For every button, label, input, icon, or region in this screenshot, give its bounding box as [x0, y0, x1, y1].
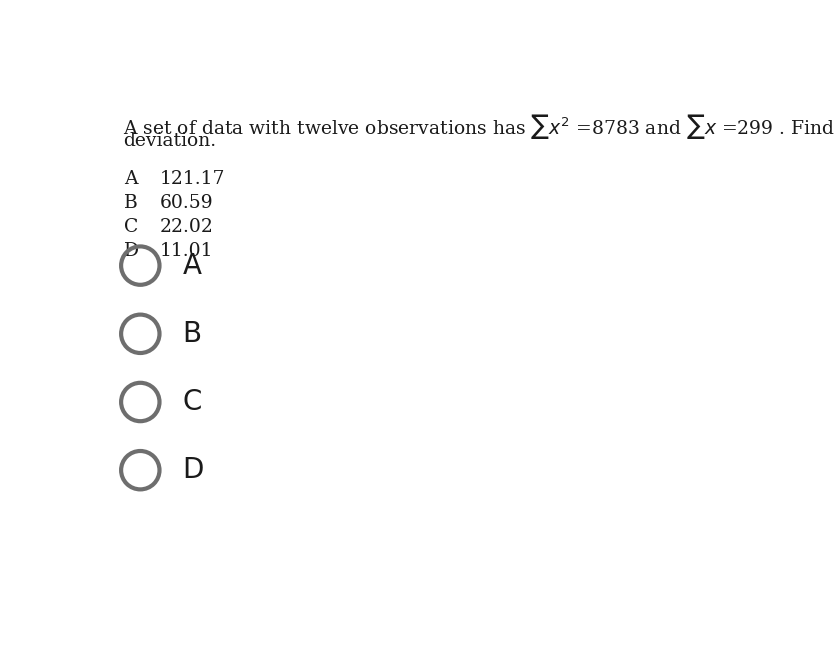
Text: A: A	[182, 252, 201, 279]
Text: 11.01: 11.01	[160, 242, 213, 260]
Text: C: C	[124, 218, 138, 236]
Text: 121.17: 121.17	[160, 170, 225, 188]
Text: D: D	[124, 242, 139, 260]
Text: 22.02: 22.02	[160, 218, 213, 236]
Text: A set of data with twelve observations has $\sum x^2$ =8783 and $\sum x$ =299 . : A set of data with twelve observations h…	[123, 112, 836, 140]
Text: B: B	[182, 320, 201, 348]
Text: B: B	[124, 194, 138, 212]
Text: A: A	[124, 170, 137, 188]
Text: deviation.: deviation.	[123, 132, 216, 150]
Text: 60.59: 60.59	[160, 194, 213, 212]
Text: D: D	[182, 456, 204, 484]
Text: C: C	[182, 388, 201, 416]
